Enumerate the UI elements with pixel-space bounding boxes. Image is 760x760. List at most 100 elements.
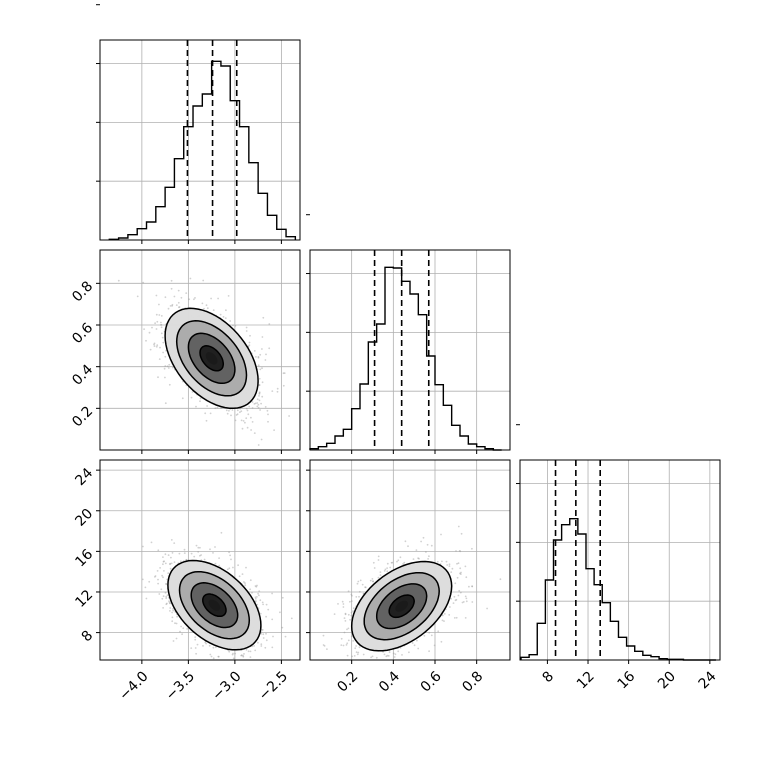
joint-0-scatter-point bbox=[258, 395, 260, 397]
joint-2-scatter-point bbox=[453, 617, 456, 619]
joint-2-scatter-point bbox=[422, 536, 425, 539]
joint-2-scatter-point bbox=[430, 544, 433, 547]
joint-2-scatter-point bbox=[340, 637, 343, 640]
joint-0-scatter-point bbox=[239, 411, 241, 414]
joint-1-scatter-point bbox=[154, 575, 157, 577]
joint-1-scatter-point bbox=[194, 638, 197, 641]
joint-1-scatter-point bbox=[168, 601, 171, 604]
joint-1-scatter-point bbox=[165, 582, 168, 585]
joint-0-scatter-point bbox=[164, 376, 166, 379]
joint-0-scatter-point bbox=[261, 367, 263, 370]
joint-2-scatter-point bbox=[383, 570, 386, 572]
joint-0-scatter-point bbox=[159, 346, 161, 349]
joint-1-scatter-point bbox=[260, 645, 263, 647]
joint-1-scatter-point bbox=[228, 567, 231, 570]
joint-0-scatter-point bbox=[168, 363, 171, 366]
joint-2-scatter-point bbox=[459, 591, 462, 594]
joint-0-scatter-point bbox=[178, 306, 180, 309]
joint-2-scatter-point bbox=[322, 634, 325, 637]
joint-2-scatter-point bbox=[433, 644, 436, 647]
joint-0-scatter-point bbox=[268, 323, 271, 325]
joint-0-contour-2 bbox=[175, 320, 248, 397]
joint-0-scatter-point bbox=[260, 402, 262, 405]
joint-2-scatter-point bbox=[382, 651, 384, 653]
joint-2-scatter-point bbox=[437, 630, 440, 633]
joint-1-scatter-point bbox=[194, 647, 197, 649]
joint-1-scatter-point bbox=[209, 653, 212, 656]
joint-1-scatter-point bbox=[182, 627, 185, 630]
joint-0-scatter-point bbox=[180, 296, 183, 299]
joint-2-scatter-point bbox=[359, 579, 362, 582]
joint-2-scatter-point bbox=[455, 598, 458, 601]
joint-1-scatter-point bbox=[169, 610, 171, 612]
joint-2-scatter-point bbox=[358, 590, 361, 593]
joint-2-scatter-point bbox=[349, 600, 351, 603]
joint-1-scatter-point bbox=[230, 558, 232, 561]
joint-1-scatter-point bbox=[162, 563, 164, 566]
joint-1-scatter-point bbox=[257, 592, 259, 595]
joint-2-scatter-point bbox=[464, 595, 467, 598]
joint-2-scatter-point bbox=[372, 580, 374, 583]
joint-2-scatter-point bbox=[418, 557, 420, 560]
joint-1-scatter-point bbox=[168, 600, 170, 603]
joint-0-scatter-point bbox=[250, 416, 252, 419]
joint-0-scatter-point bbox=[232, 324, 234, 327]
joint-0-scatter-point bbox=[148, 331, 151, 334]
joint-0-scatter-point bbox=[160, 324, 163, 326]
joint-0-scatter-point bbox=[162, 341, 165, 344]
joint-2-scatter-point bbox=[416, 639, 418, 642]
joint-2-scatter-point bbox=[337, 603, 339, 605]
joint-1-scatter-point bbox=[259, 599, 262, 602]
joint-2-scatter-point bbox=[446, 564, 449, 566]
joint-2-scatter-point bbox=[391, 561, 394, 564]
joint-0-scatter-point bbox=[248, 405, 251, 408]
joint-1-scatter-point bbox=[164, 553, 167, 556]
joint-1-scatter-point bbox=[258, 594, 260, 597]
joint-2-scatter-point bbox=[344, 620, 347, 622]
joint-0-scatter-point bbox=[168, 383, 171, 386]
joint-1-scatter-point bbox=[281, 626, 284, 629]
joint-0-scatter-point bbox=[164, 296, 167, 299]
hist-0-panel-frame bbox=[99, 39, 301, 241]
joint-0-scatter-point bbox=[210, 297, 213, 300]
joint-1-scatter-point bbox=[171, 611, 174, 614]
joint-2-scatter-point bbox=[356, 653, 359, 656]
joint-1-scatter-point bbox=[249, 656, 252, 658]
joint-1-scatter-point bbox=[145, 597, 148, 600]
joint-0-scatter-point bbox=[229, 320, 232, 322]
joint-1-scatter-point bbox=[202, 645, 204, 647]
joint-0-scatter-point bbox=[205, 304, 208, 307]
joint-1-contour-0 bbox=[202, 593, 227, 618]
joint-1-scatter-point bbox=[265, 615, 267, 618]
joint-0-scatter-point bbox=[245, 330, 248, 332]
joint-2-scatter-point bbox=[343, 617, 346, 619]
joint-0-scatter-point bbox=[246, 426, 249, 429]
joint-2-scatter-point bbox=[461, 601, 464, 604]
joint-0-scatter-point bbox=[171, 303, 174, 306]
joint-2-scatter-point bbox=[353, 655, 356, 657]
joint-1-scatter-point bbox=[169, 567, 172, 570]
joint-1-scatter-point bbox=[256, 603, 259, 606]
joint-1-scatter-point bbox=[197, 551, 200, 553]
joint-1-scatter-point bbox=[220, 531, 223, 534]
joint-1-scatter-point bbox=[264, 646, 267, 649]
joint-1-scatter-point bbox=[290, 617, 293, 620]
joint-2-scatter-point bbox=[343, 631, 346, 634]
joint-2-scatter-point bbox=[342, 606, 345, 608]
joint-2-scatter-point bbox=[342, 603, 345, 605]
joint-1-scatter-point bbox=[162, 576, 164, 579]
joint-0-scatter-point bbox=[234, 325, 237, 327]
joint-0-scatter-point bbox=[267, 413, 269, 416]
joint-0-scatter-point bbox=[177, 289, 180, 292]
joint-0-scatter-point bbox=[288, 415, 290, 417]
joint-1-scatter-point bbox=[259, 612, 262, 615]
joint-2-scatter-point bbox=[459, 573, 462, 575]
joint-0-scatter-point bbox=[155, 328, 158, 330]
joint-0-scatter-point bbox=[254, 402, 257, 405]
x-tick-label-p0-2: −3.0 bbox=[209, 668, 244, 703]
joint-2-scatter-point bbox=[407, 545, 409, 548]
joint-0-scatter-point bbox=[282, 384, 285, 387]
joint-2-panel-frame bbox=[309, 459, 511, 661]
joint-0-scatter-point bbox=[143, 328, 146, 330]
